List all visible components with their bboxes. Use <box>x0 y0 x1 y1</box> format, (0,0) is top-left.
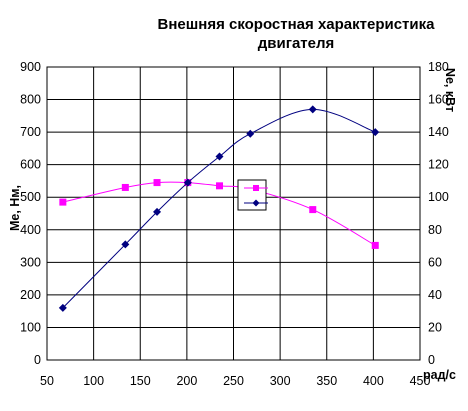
x-tick-label: 250 <box>223 374 244 388</box>
y-right-tick-label: 20 <box>428 320 442 334</box>
y-right-tick-label: 160 <box>428 93 449 107</box>
legend-marker-series-1 <box>253 185 259 191</box>
y-left-tick-label: 300 <box>20 255 41 269</box>
x-tick-label: 350 <box>316 374 337 388</box>
gridlines <box>46 66 421 361</box>
series-2-point <box>308 105 317 114</box>
y-axis-right-ticks: 0 20 40 60 80 100 120 140 160 180 <box>428 60 449 367</box>
series-2-point <box>371 128 380 137</box>
y-right-tick-label: 60 <box>428 255 442 269</box>
y-left-tick-label: 400 <box>20 223 41 237</box>
y-left-tick-label: 600 <box>20 158 41 172</box>
series-layer <box>58 105 380 312</box>
x-tick-label: 50 <box>40 374 54 388</box>
x-tick-label: 300 <box>270 374 291 388</box>
y-right-tick-label: 120 <box>428 158 449 172</box>
y-left-tick-label: 100 <box>20 320 41 334</box>
series-2-point <box>183 178 192 187</box>
series-1-point <box>216 182 224 190</box>
series-1-point <box>153 179 161 187</box>
x-tick-label: 450 <box>410 374 431 388</box>
y-right-tick-label: 180 <box>428 60 449 74</box>
series-1-point <box>121 183 129 191</box>
y-left-tick-label: 700 <box>20 125 41 139</box>
series-2-point <box>58 303 67 312</box>
series-1-point <box>309 206 317 214</box>
legend <box>237 179 268 211</box>
y-axis-left-label: Ме, Нм, <box>8 185 22 231</box>
y-left-tick-label: 200 <box>20 288 41 302</box>
y-right-tick-label: 100 <box>428 190 449 204</box>
x-tick-label: 100 <box>83 374 104 388</box>
y-left-tick-label: 900 <box>20 60 41 74</box>
y-left-tick-label: 800 <box>20 93 41 107</box>
y-right-tick-label: 140 <box>428 125 449 139</box>
series-2-point <box>246 129 255 138</box>
series-1-point <box>59 198 67 206</box>
series-1-point <box>371 241 379 249</box>
series-2-point <box>153 207 162 216</box>
y-left-tick-label: 0 <box>34 353 41 367</box>
x-axis-label: рад/с <box>423 368 456 382</box>
y-axis-left-ticks: 0 100 200 300 400 500 600 700 800 900 <box>20 60 41 367</box>
x-tick-label: 400 <box>363 374 384 388</box>
x-axis-ticks: 50 100 150 200 250 300 350 400 450 <box>40 374 430 388</box>
y-left-tick-label: 500 <box>20 190 41 204</box>
legend-marker-series-2 <box>252 199 260 207</box>
y-right-tick-label: 0 <box>428 353 435 367</box>
y-right-tick-label: 40 <box>428 288 442 302</box>
series-2-point <box>121 240 130 249</box>
legend-box <box>237 179 267 211</box>
y-right-tick-label: 80 <box>428 223 442 237</box>
chart-title-line-1: Внешняя скоростная характеристика <box>158 16 436 33</box>
y-axis-right-label: Nе, кВт <box>443 68 457 112</box>
x-tick-label: 200 <box>176 374 197 388</box>
series-2-point <box>215 152 224 161</box>
x-tick-label: 150 <box>130 374 151 388</box>
chart-title-line-2: двигателя <box>258 35 335 52</box>
